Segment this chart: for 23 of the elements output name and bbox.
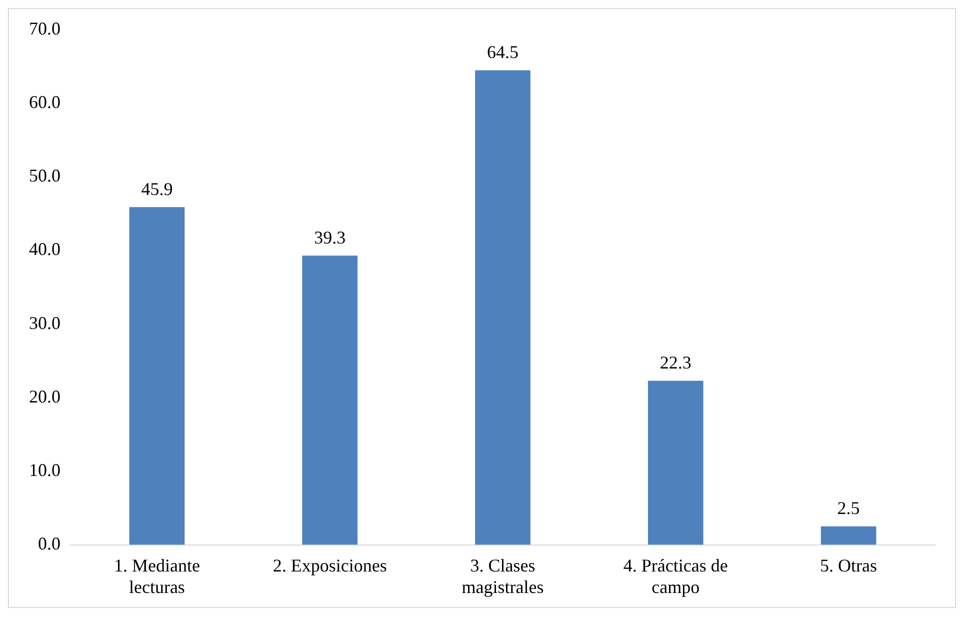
x-tick-label: 2. Exposiciones xyxy=(272,555,387,576)
x-tick-label: 3. Clases magistrales xyxy=(462,555,544,597)
data-label: 64.5 xyxy=(487,42,518,62)
y-tick-label: 50.0 xyxy=(29,166,60,186)
data-label: 45.9 xyxy=(141,178,173,199)
y-tick-label: 40.0 xyxy=(29,239,60,260)
y-tick-label: 0.0 xyxy=(38,534,60,554)
data-label: 22.3 xyxy=(660,352,692,372)
y-tick-label: 30.0 xyxy=(29,312,60,333)
y-tick-label: 70.0 xyxy=(29,18,60,39)
data-label: 2.5 xyxy=(837,498,860,518)
data-label: 39.3 xyxy=(314,227,346,248)
x-tick-label: 4. Prácticas de campo xyxy=(623,555,728,597)
y-tick-label: 60.0 xyxy=(29,92,60,112)
y-tick-label: 20.0 xyxy=(29,386,60,406)
bar xyxy=(475,70,530,545)
bar xyxy=(648,380,704,545)
x-tick-label: 1. Mediante lecturas xyxy=(114,555,200,597)
y-tick-label: 10.0 xyxy=(29,460,60,480)
bar xyxy=(302,256,358,545)
bar xyxy=(129,207,185,545)
x-tick-label: 5. Otras xyxy=(820,555,878,576)
bar xyxy=(820,526,876,545)
